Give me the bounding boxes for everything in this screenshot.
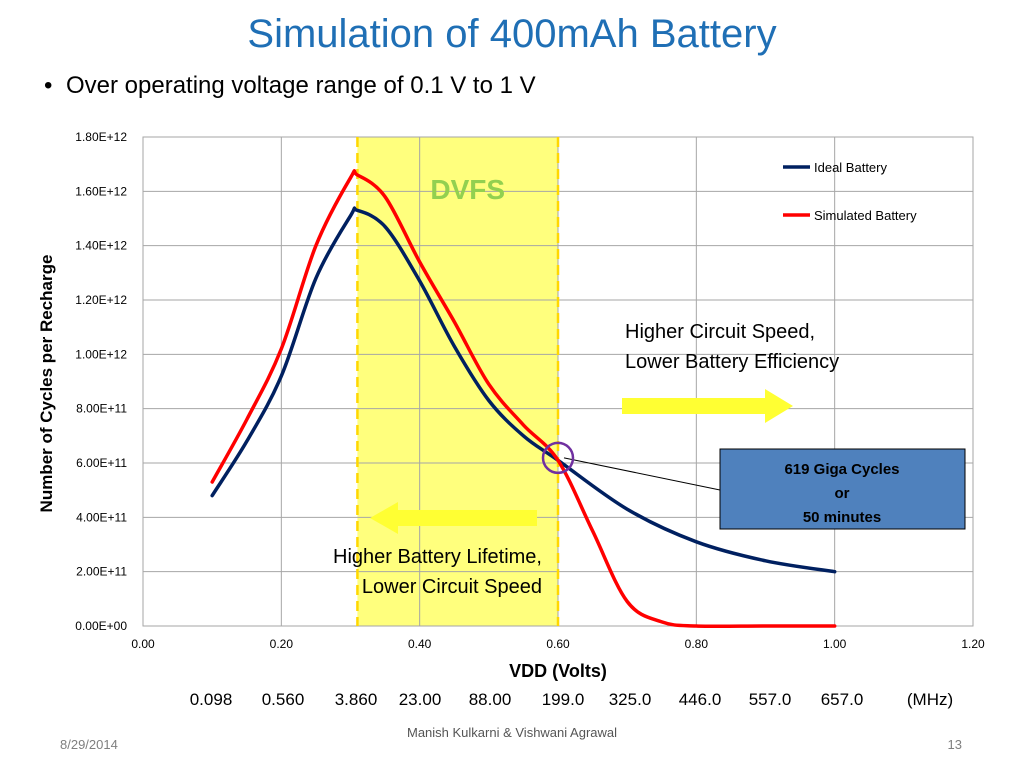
y-tick-label: 8.00E+11 — [76, 402, 127, 416]
callout-text: or — [835, 485, 850, 502]
legend-label: Ideal Battery — [814, 160, 887, 175]
frequency-label: 199.0 — [541, 690, 585, 709]
ideal-battery-line — [210, 206, 837, 574]
callout-text: 619 Giga Cycles — [784, 461, 899, 478]
x-tick-label: 0.20 — [270, 637, 294, 651]
y-axis-title: Number of Cycles per Recharge — [37, 255, 56, 513]
callout-marker — [541, 441, 575, 475]
footer-authors: Manish Kulkarni & Vishwani Agrawal — [406, 725, 618, 740]
bullet-dot: • — [44, 72, 53, 99]
dvfs-label: DVFS — [430, 174, 505, 205]
callout-text: 50 minutes — [803, 509, 881, 526]
annotation-high-speed: Higher Circuit Speed, — [625, 321, 815, 343]
dvfs-region — [357, 137, 558, 626]
y-tick-label: 1.80E+12 — [75, 130, 127, 144]
y-tick-label: 1.00E+12 — [75, 347, 127, 361]
callout-box — [719, 448, 966, 530]
x-tick-label: 0.40 — [408, 637, 432, 651]
y-tick-label: 1.40E+12 — [75, 239, 127, 253]
legend-label: Simulated Battery — [814, 208, 917, 223]
arrow-left-icon — [370, 502, 537, 534]
x-axis-title: VDD (Volts) — [509, 661, 607, 681]
annotation-high-lifetime: Higher Battery Lifetime, — [333, 546, 542, 568]
frequency-label: 0.098 — [189, 690, 233, 709]
y-tick-label: 1.60E+12 — [75, 184, 127, 198]
annotation-high-lifetime: Lower Circuit Speed — [362, 576, 542, 598]
bullet-point: • Over operating voltage range of 0.1 V t… — [44, 70, 536, 102]
y-tick-label: 2.00E+11 — [76, 565, 127, 579]
frequency-unit: (MHz) — [906, 690, 954, 709]
slide-title: Simulation of 400mAh Battery — [247, 12, 777, 56]
callout-leader-line — [563, 457, 721, 491]
frequency-label: 657.0 — [820, 690, 864, 709]
x-tick-label: 1.00 — [823, 637, 847, 651]
frequency-label: 0.560 — [261, 690, 305, 709]
arrow-right-icon — [622, 389, 793, 423]
frequency-label: 446.0 — [678, 690, 722, 709]
footer-date: 8/29/2014 — [60, 737, 118, 752]
x-tick-label: 0.00 — [131, 637, 155, 651]
y-tick-label: 4.00E+11 — [76, 510, 127, 524]
frequency-label: 3.860 — [334, 690, 378, 709]
y-tick-label: 6.00E+11 — [76, 456, 127, 470]
footer-page-number: 13 — [947, 737, 962, 752]
x-tick-label: 0.60 — [546, 637, 570, 651]
battery-chart: 0.00E+00 2.00E+11 4.00E+11 6.00E+11 8.00E+11… — [37, 130, 985, 681]
frequency-label: 88.00 — [468, 690, 512, 709]
annotation-high-speed: Lower Battery Efficiency — [625, 351, 839, 373]
frequency-label: 557.0 — [748, 690, 792, 709]
bullet-text: Over operating voltage range of 0.1 V to… — [66, 72, 536, 99]
x-tick-label: 1.20 — [961, 637, 985, 651]
frequency-label: 325.0 — [608, 690, 652, 709]
frequency-label: 23.00 — [398, 690, 442, 709]
y-tick-label: 0.00E+00 — [75, 619, 127, 633]
x-tick-label: 0.80 — [685, 637, 709, 651]
simulated-battery-line — [210, 169, 837, 629]
frequency-row: 0.098 0.560 3.860 23.00 88.00 199.0 325.… — [0, 690, 1024, 716]
y-tick-label: 1.20E+12 — [75, 293, 127, 307]
